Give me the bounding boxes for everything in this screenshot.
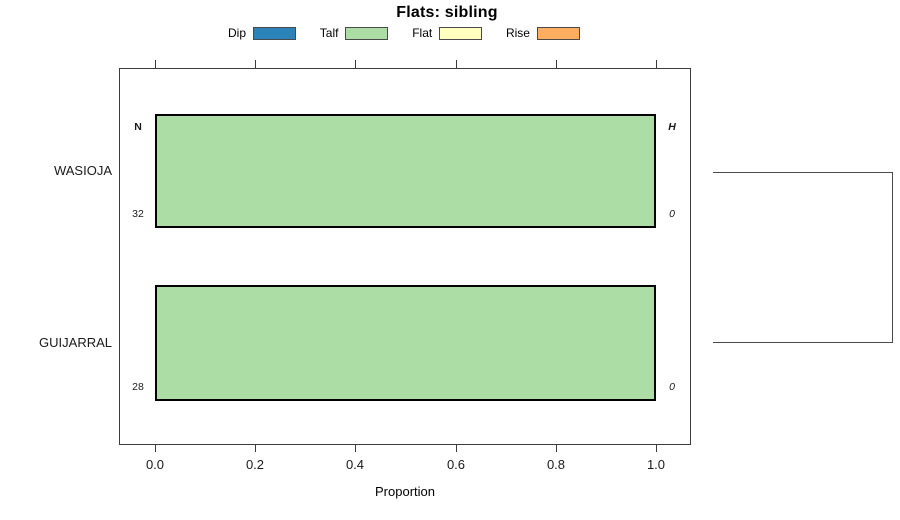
legend-item-rise: Rise bbox=[506, 26, 580, 40]
dendrogram-bracket bbox=[713, 172, 893, 343]
bottom-tick-0.8 bbox=[556, 445, 557, 452]
legend-label-flat: Flat bbox=[412, 26, 433, 40]
legend-label-dip: Dip bbox=[228, 26, 247, 40]
x-tick-label: 0.8 bbox=[546, 457, 566, 472]
x-tick-label: 0.6 bbox=[446, 457, 466, 472]
legend: Dip Talf Flat Rise bbox=[228, 25, 580, 41]
category-label-wasioja: WASIOJA bbox=[53, 163, 112, 178]
legend-label-rise: Rise bbox=[505, 26, 530, 40]
x-tick-label: 1.0 bbox=[646, 457, 666, 472]
legend-label-talf: Talf bbox=[319, 26, 339, 40]
h-value-wasioja: 0 bbox=[669, 208, 675, 220]
chart-title: Flats: sibling bbox=[396, 4, 498, 21]
top-tick-0.2 bbox=[255, 60, 256, 68]
bottom-tick-0.2 bbox=[255, 445, 256, 452]
x-axis-label: Proportion bbox=[375, 484, 435, 499]
x-tick-label: 0.4 bbox=[345, 457, 365, 472]
bottom-tick-1.0 bbox=[656, 445, 657, 452]
legend-item-talf: Talf bbox=[320, 26, 389, 40]
legend-swatch-flat bbox=[439, 26, 483, 40]
bottom-tick-0.4 bbox=[355, 445, 356, 452]
legend-swatch-dip bbox=[253, 26, 297, 40]
legend-swatch-rise bbox=[536, 26, 580, 40]
legend-item-flat: Flat bbox=[412, 26, 483, 40]
bar-guijarral-talf bbox=[155, 285, 656, 401]
legend-swatch-talf bbox=[345, 26, 389, 40]
x-tick-label: 0.0 bbox=[145, 457, 165, 472]
n-value-wasioja: 32 bbox=[132, 208, 144, 220]
top-tick-0.8 bbox=[556, 60, 557, 68]
h-column-header: H bbox=[668, 121, 676, 133]
h-value-guijarral: 0 bbox=[669, 381, 675, 393]
bar-wasioja-talf bbox=[155, 114, 656, 228]
n-column-header: N bbox=[134, 121, 142, 133]
legend-item-dip: Dip bbox=[228, 26, 297, 40]
x-tick-label: 0.2 bbox=[245, 457, 265, 472]
bottom-tick-0.6 bbox=[456, 445, 457, 452]
top-tick-1.0 bbox=[656, 60, 657, 68]
category-label-guijarral: GUIJARRAL bbox=[39, 335, 112, 350]
top-tick-0.4 bbox=[355, 60, 356, 68]
top-tick-0.0 bbox=[155, 60, 156, 68]
n-value-guijarral: 28 bbox=[132, 381, 144, 393]
top-tick-0.6 bbox=[456, 60, 457, 68]
bottom-tick-0.0 bbox=[155, 445, 156, 452]
